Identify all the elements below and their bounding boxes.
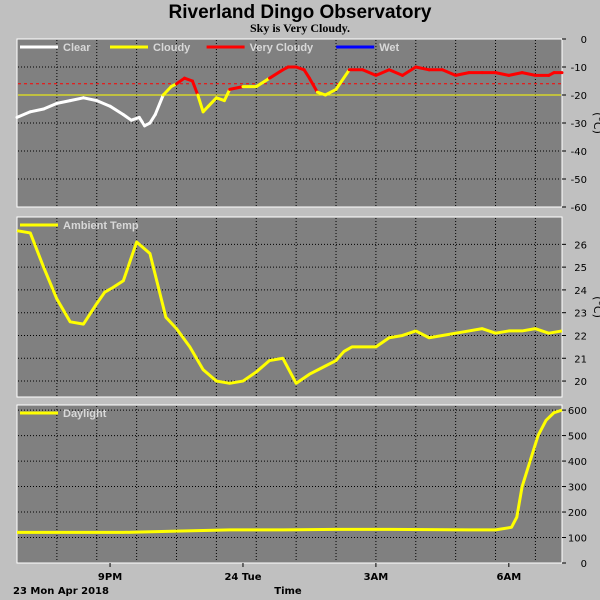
- data-segment: [507, 71, 524, 77]
- data-segment: [68, 96, 85, 103]
- plot-area-daylight: [16, 404, 563, 564]
- y-tick-label: 600: [568, 406, 587, 417]
- data-segment: [95, 99, 112, 108]
- x-tick-label: 9PM: [98, 572, 122, 583]
- x-tick-label: 3AM: [364, 572, 389, 583]
- y-tick-label: 26: [574, 240, 587, 251]
- x-tick-label: 24 Tue: [224, 572, 261, 583]
- data-segment: [334, 68, 351, 91]
- panel-daylight: 600 500 400 300 200 100 0 Daylight: [16, 404, 587, 570]
- y-tick-label: -50: [571, 175, 587, 186]
- plot-area-ambient: [16, 216, 563, 398]
- data-segment: [414, 65, 431, 72]
- chart-subtitle: Sky is Very Cloudy.: [250, 21, 350, 35]
- y-tick-label: -10: [571, 63, 587, 74]
- data-segment: [81, 96, 99, 103]
- data-segment: [175, 76, 186, 86]
- panels: 0 -10 -20 -30 -40 -50 -60 (°C) Clear Cloudy Very C…: [15, 35, 600, 570]
- data-segment: [206, 96, 218, 108]
- y-tick-label: 25: [574, 263, 587, 274]
- y-unit-label: (°C): [591, 112, 600, 134]
- y-unit-label: (°C): [591, 296, 600, 318]
- y-tick-label: 100: [568, 534, 587, 545]
- data-segment: [254, 76, 272, 89]
- data-segment: [42, 101, 59, 111]
- legend-label: Ambient Temp: [63, 220, 139, 232]
- data-segment: [196, 93, 205, 114]
- y-tick-label: 24: [574, 286, 587, 297]
- y-tick-label: 22: [574, 331, 587, 342]
- chart-title: Riverland Dingo Observatory: [169, 2, 432, 23]
- legend-label: Clear: [63, 42, 91, 54]
- y-tick-label: -30: [571, 119, 587, 130]
- data-segment: [121, 113, 133, 122]
- y-tick-label: 400: [568, 457, 587, 468]
- data-segment: [374, 68, 391, 77]
- data-segment: [28, 107, 46, 114]
- legend-label: Wet: [379, 42, 399, 54]
- y-tick-label: 200: [568, 508, 587, 519]
- panel-sky: 0 -10 -20 -30 -40 -50 -60 (°C) Clear Cloudy Very C…: [15, 35, 600, 214]
- data-segment: [148, 113, 157, 125]
- y-tick-label: 0: [581, 559, 587, 570]
- panel-ambient: 26 25 24 23 22 21 20 (°C) Ambient Temp: [16, 216, 600, 398]
- data-line: [17, 408, 563, 534]
- data-segment: [137, 115, 147, 128]
- data-segment: [161, 85, 173, 97]
- y-tick-label: -40: [571, 147, 587, 158]
- x-tick-label: 6AM: [497, 572, 522, 583]
- data-segment: [190, 79, 200, 97]
- data-segment: [307, 76, 319, 94]
- data-segment: [361, 68, 378, 77]
- y-tick-label: 21: [574, 354, 587, 365]
- y-tick-label: -60: [571, 203, 587, 214]
- data-line: [16, 229, 563, 385]
- data-segment: [268, 68, 285, 80]
- y-tick-label: 0: [581, 35, 587, 46]
- data-segment: [15, 110, 32, 119]
- data-segment: [400, 65, 418, 77]
- data-segment: [222, 87, 232, 103]
- y-tick-label: 300: [568, 483, 587, 494]
- legend-label: Very Cloudy: [250, 42, 314, 54]
- data-segment: [153, 93, 165, 117]
- data-segment: [108, 104, 125, 117]
- x-date-label: 23 Mon Apr 2018: [13, 586, 109, 597]
- x-axis-label: Time: [274, 586, 302, 597]
- data-segment: [228, 85, 245, 91]
- data-segment: [387, 68, 404, 77]
- data-segment: [520, 71, 537, 77]
- data-segment: [302, 68, 311, 80]
- data-segment: [323, 87, 338, 97]
- data-segment: [494, 71, 511, 77]
- legend-label: Cloudy: [153, 42, 191, 54]
- x-axis-ticks: 9PM 24 Tue 3AM 6AM: [98, 563, 521, 583]
- y-tick-label: -20: [571, 91, 587, 102]
- data-segment: [55, 99, 72, 105]
- data-segment: [454, 71, 471, 77]
- data-segment: [440, 68, 458, 77]
- legend-label: Daylight: [63, 408, 107, 420]
- y-tick-label: 500: [568, 432, 587, 443]
- y-tick-label: 20: [574, 377, 587, 388]
- y-tick-label: 23: [574, 309, 587, 320]
